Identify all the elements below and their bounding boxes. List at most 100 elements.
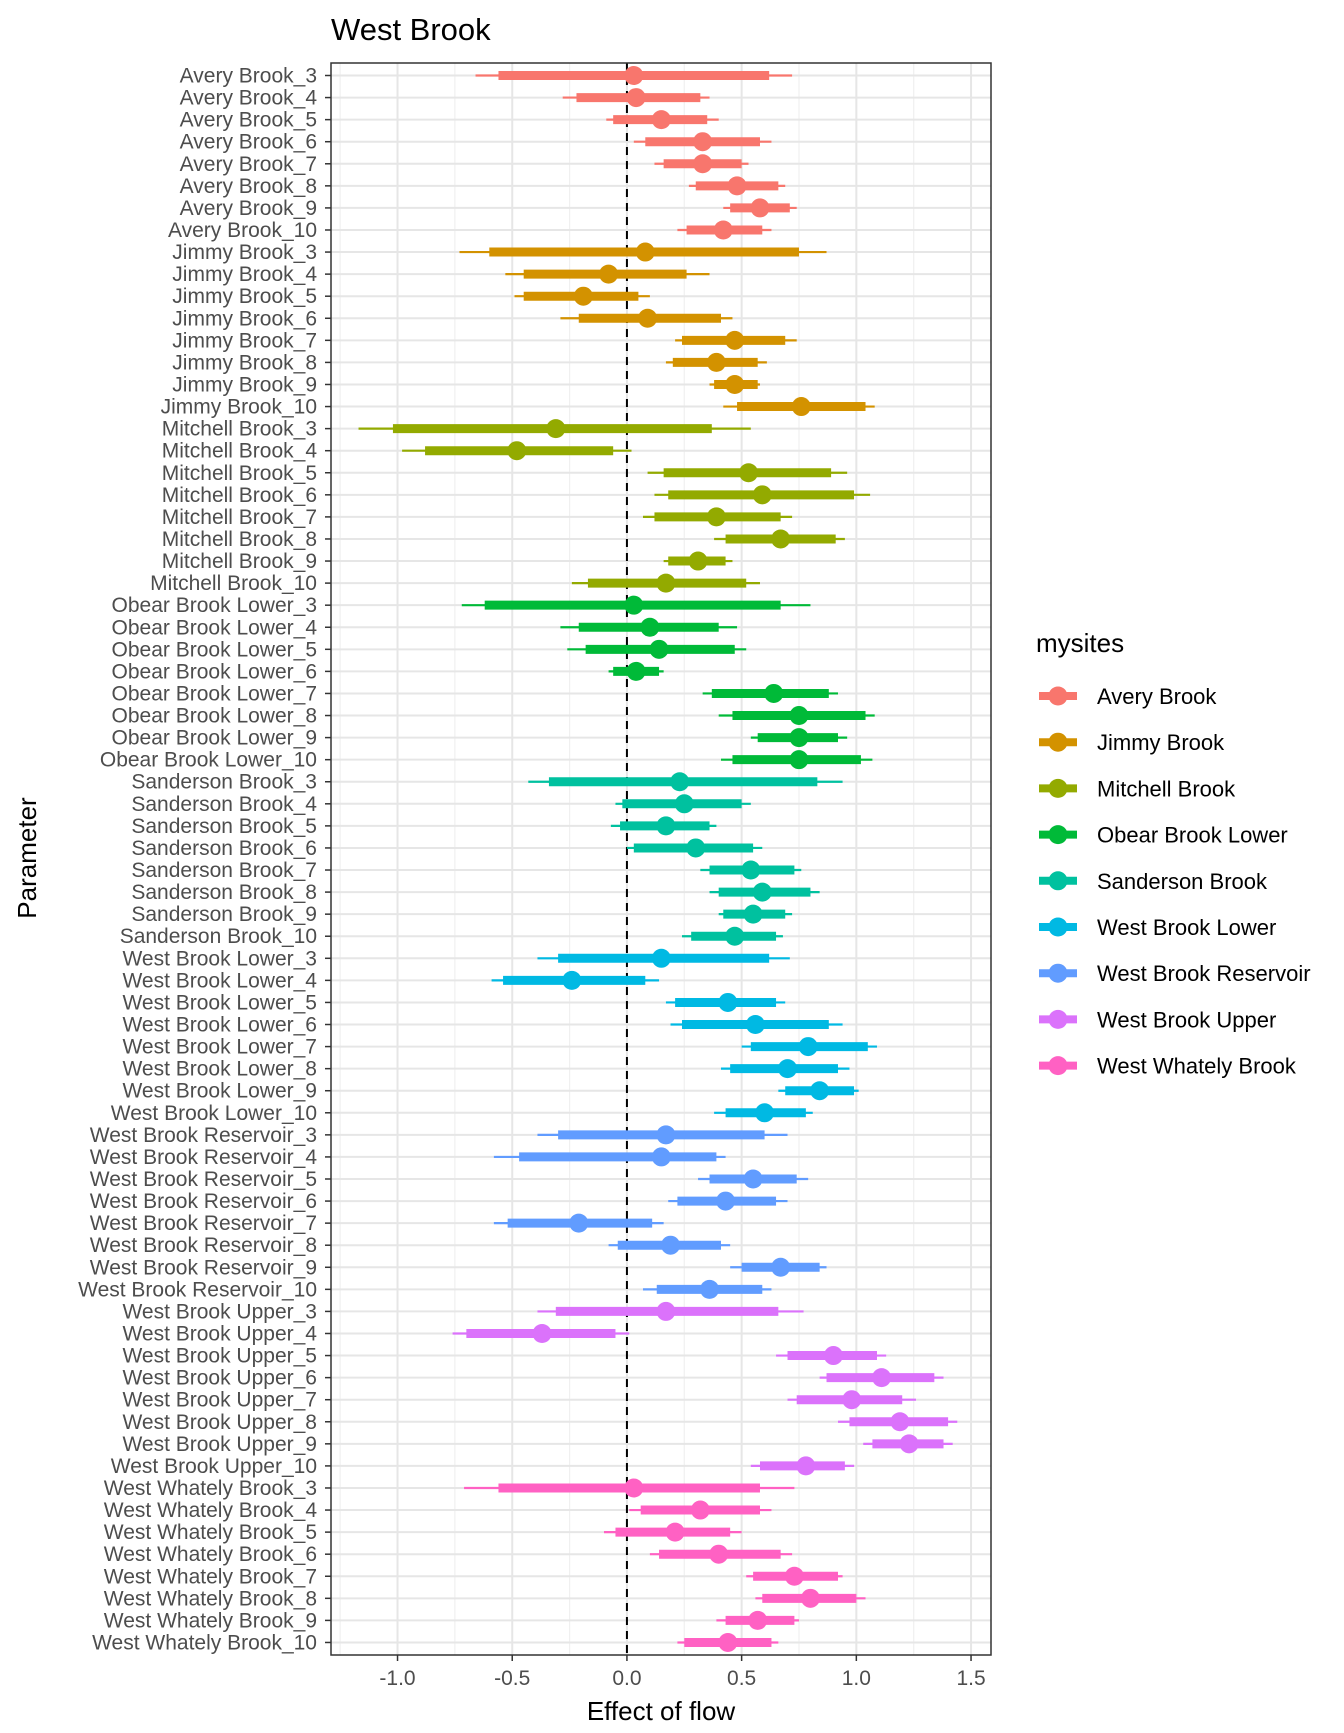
y-tick-label: West Whately Brook_4 <box>104 1499 318 1522</box>
y-tick-label: Mitchell Brook_3 <box>162 418 317 441</box>
y-tick-label: Avery Brook_9 <box>180 197 317 220</box>
median-point <box>771 529 791 549</box>
legend-item: Sanderson Brook <box>1039 869 1268 894</box>
median-point <box>665 1522 685 1542</box>
y-tick-label: Sanderson Brook_6 <box>131 837 317 860</box>
median-point <box>640 617 660 637</box>
median-point <box>750 198 770 218</box>
median-point <box>789 706 809 726</box>
marks <box>358 63 958 1655</box>
y-tick-label: Avery Brook_6 <box>180 131 317 154</box>
legend-title: mysites <box>1036 628 1124 658</box>
y-tick-label: Jimmy Brook_8 <box>172 351 317 374</box>
median-point <box>599 264 619 284</box>
y-tick-label: West Brook Upper_5 <box>122 1345 317 1368</box>
chart-title: West Brook <box>331 12 491 47</box>
panel-border <box>330 62 992 1656</box>
median-point <box>800 1588 820 1608</box>
grid <box>331 63 991 1655</box>
y-tick-label: West Brook Lower_4 <box>122 969 317 992</box>
median-point <box>651 1147 671 1167</box>
median-point <box>739 463 759 483</box>
median-point <box>872 1368 892 1388</box>
y-tick-label: Avery Brook_10 <box>168 219 317 242</box>
legend-label: Jimmy Brook <box>1097 730 1225 755</box>
legend-key-point <box>1048 963 1068 983</box>
legend-key-point <box>1048 1009 1068 1029</box>
y-tick-label: Avery Brook_3 <box>180 65 317 88</box>
median-point <box>688 551 708 571</box>
y-tick-label: West Brook Upper_10 <box>111 1455 317 1478</box>
median-point <box>656 1301 676 1321</box>
legend-item: West Brook Lower <box>1039 915 1276 940</box>
legend-key-point <box>1048 778 1068 798</box>
legend-label: Obear Brook Lower <box>1097 823 1288 848</box>
x-axis-title: Effect of flow <box>587 1696 736 1726</box>
median-point <box>725 374 745 394</box>
y-tick-label: West Brook Reservoir_5 <box>90 1168 317 1191</box>
y-tick-label: West Brook Reservoir_8 <box>90 1234 317 1257</box>
legend-label: Mitchell Brook <box>1097 776 1236 801</box>
median-point <box>789 728 809 748</box>
y-tick-label: West Brook Upper_9 <box>122 1433 317 1456</box>
legend-item: Obear Brook Lower <box>1039 823 1288 848</box>
y-tick-label: West Whately Brook_6 <box>104 1543 317 1566</box>
median-point <box>700 1279 720 1299</box>
legend-key-point <box>1048 686 1068 706</box>
y-tick-label: Jimmy Brook_5 <box>172 285 317 308</box>
legend-key-point <box>1048 732 1068 752</box>
median-point <box>784 1566 804 1586</box>
median-point <box>661 1235 681 1255</box>
y-tick-label: Sanderson Brook_5 <box>131 815 317 838</box>
median-point <box>718 992 738 1012</box>
y-tick-label: Jimmy Brook_9 <box>172 373 317 396</box>
median-point <box>624 1478 644 1498</box>
y-tick-label: Mitchell Brook_4 <box>162 440 318 463</box>
median-point <box>743 1169 763 1189</box>
median-point <box>713 220 733 240</box>
median-point <box>656 573 676 593</box>
y-tick-label: West Brook Lower_3 <box>122 947 317 970</box>
median-point <box>796 1456 816 1476</box>
median-point <box>771 1257 791 1277</box>
y-tick-label: West Brook Upper_4 <box>122 1322 317 1345</box>
x-tick-label: -0.5 <box>494 1667 530 1690</box>
y-tick-label: West Brook Lower_5 <box>122 991 317 1014</box>
y-tick-label: West Whately Brook_5 <box>104 1521 317 1544</box>
median-point <box>823 1346 843 1366</box>
x-tick-label: -1.0 <box>379 1667 415 1690</box>
legend-item: Jimmy Brook <box>1039 730 1225 755</box>
median-point <box>789 750 809 770</box>
legend-key-point <box>1048 1056 1068 1076</box>
median-point <box>651 948 671 968</box>
y-tick-label: Avery Brook_4 <box>180 87 318 110</box>
median-point <box>626 661 646 681</box>
y-tick-label: Jimmy Brook_7 <box>172 329 317 352</box>
y-tick-label: Obear Brook Lower_6 <box>112 660 317 683</box>
y-axis-title: Parameter <box>12 797 42 919</box>
median-point <box>626 88 646 108</box>
median-point <box>709 1544 729 1564</box>
y-tick-label: Jimmy Brook_4 <box>172 263 317 286</box>
legend-item: Mitchell Brook <box>1039 776 1236 801</box>
median-point <box>507 441 527 461</box>
legend-item: West Brook Upper <box>1039 1007 1276 1032</box>
median-point <box>546 419 566 439</box>
median-point <box>810 1081 830 1101</box>
legend-key-point <box>1048 917 1068 937</box>
y-tick-label: West Brook Lower_8 <box>122 1058 317 1081</box>
median-point <box>532 1323 552 1343</box>
median-point <box>842 1390 862 1410</box>
y-tick-label: West Whately Brook_9 <box>104 1609 317 1632</box>
y-tick-label: Sanderson Brook_9 <box>131 903 317 926</box>
median-point <box>764 683 784 703</box>
y-tick-label: West Brook Upper_6 <box>122 1367 317 1390</box>
y-tick-label: West Brook Reservoir_9 <box>90 1256 317 1279</box>
median-point <box>693 132 713 152</box>
y-tick-label: Sanderson Brook_7 <box>131 859 317 882</box>
median-point <box>638 308 658 328</box>
median-point <box>573 286 593 306</box>
median-point <box>716 1191 736 1211</box>
